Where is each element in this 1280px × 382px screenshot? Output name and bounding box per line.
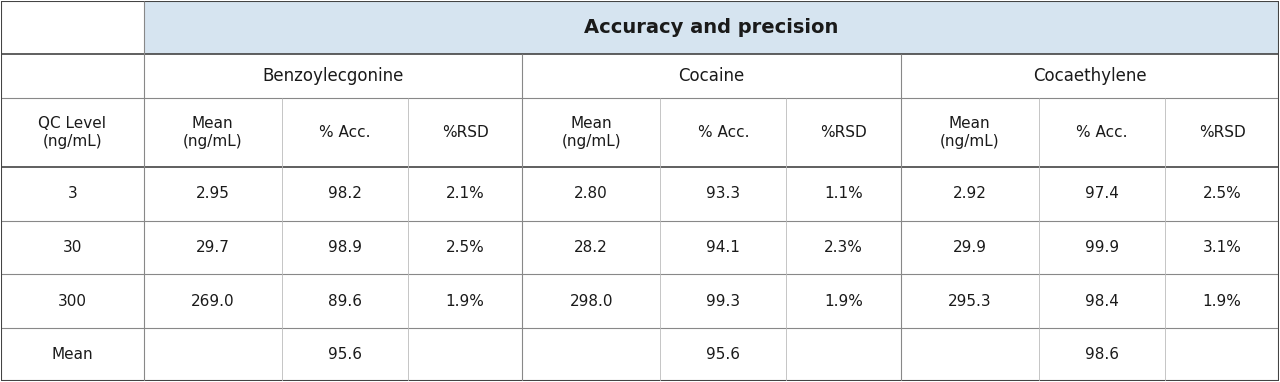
Text: Mean
(ng/mL): Mean (ng/mL)	[940, 117, 1000, 149]
Text: Mean
(ng/mL): Mean (ng/mL)	[183, 117, 242, 149]
Text: 98.2: 98.2	[328, 186, 362, 201]
Text: 29.9: 29.9	[952, 240, 987, 255]
Text: 3: 3	[68, 186, 77, 201]
Text: 98.4: 98.4	[1085, 293, 1119, 309]
Text: % Acc.: % Acc.	[319, 125, 370, 140]
Text: 298.0: 298.0	[570, 293, 613, 309]
Text: 2.5%: 2.5%	[1203, 186, 1242, 201]
Text: 28.2: 28.2	[575, 240, 608, 255]
Text: 93.3: 93.3	[707, 186, 740, 201]
Text: QC Level
(ng/mL): QC Level (ng/mL)	[38, 117, 106, 149]
Text: 97.4: 97.4	[1085, 186, 1119, 201]
Text: 1.1%: 1.1%	[824, 186, 863, 201]
Text: % Acc.: % Acc.	[1076, 125, 1128, 140]
Text: 2.1%: 2.1%	[445, 186, 484, 201]
Text: 1.9%: 1.9%	[445, 293, 484, 309]
Text: Cocaine: Cocaine	[678, 67, 745, 85]
Text: 98.9: 98.9	[328, 240, 362, 255]
Text: 3.1%: 3.1%	[1203, 240, 1242, 255]
Text: %RSD: %RSD	[442, 125, 489, 140]
Bar	[143, 1, 1279, 54]
Text: % Acc.: % Acc.	[698, 125, 749, 140]
Text: 1.9%: 1.9%	[1203, 293, 1242, 309]
Text: 29.7: 29.7	[196, 240, 229, 255]
Text: 2.5%: 2.5%	[445, 240, 484, 255]
Text: 2.92: 2.92	[952, 186, 987, 201]
Text: 98.6: 98.6	[1085, 347, 1119, 362]
Text: 1.9%: 1.9%	[824, 293, 863, 309]
Text: 99.9: 99.9	[1084, 240, 1119, 255]
Text: Mean
(ng/mL): Mean (ng/mL)	[562, 117, 621, 149]
Text: Accuracy and precision: Accuracy and precision	[584, 18, 838, 37]
Text: 95.6: 95.6	[328, 347, 362, 362]
Text: 95.6: 95.6	[707, 347, 740, 362]
Text: 30: 30	[63, 240, 82, 255]
Text: Cocaethylene: Cocaethylene	[1033, 67, 1147, 85]
Text: 2.95: 2.95	[196, 186, 229, 201]
Text: 99.3: 99.3	[707, 293, 740, 309]
Text: %RSD: %RSD	[820, 125, 867, 140]
Text: Mean: Mean	[51, 347, 93, 362]
Text: 269.0: 269.0	[191, 293, 234, 309]
Text: 295.3: 295.3	[948, 293, 992, 309]
Text: 2.80: 2.80	[575, 186, 608, 201]
Text: %RSD: %RSD	[1199, 125, 1245, 140]
Text: 89.6: 89.6	[328, 293, 362, 309]
Text: 94.1: 94.1	[707, 240, 740, 255]
Text: 2.3%: 2.3%	[824, 240, 863, 255]
Text: Benzoylecgonine: Benzoylecgonine	[262, 67, 403, 85]
Text: 300: 300	[58, 293, 87, 309]
